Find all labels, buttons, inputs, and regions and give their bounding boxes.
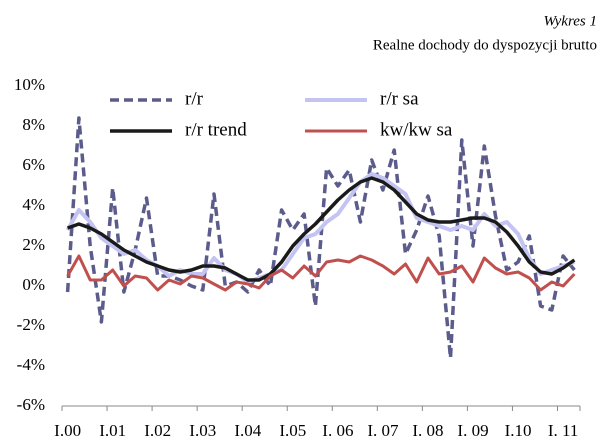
x-tick-label: I.05 xyxy=(279,421,306,440)
y-tick-label: 6% xyxy=(22,155,45,174)
y-tick-label: 8% xyxy=(22,115,45,134)
legend-label: r/r xyxy=(185,88,204,109)
x-tick-label: I. 11 xyxy=(548,421,579,440)
x-tick-label: I.10 xyxy=(505,421,532,440)
x-tick-label: I. 07 xyxy=(367,421,399,440)
y-tick-label: -6% xyxy=(17,395,45,414)
y-tick-label: -4% xyxy=(17,355,45,374)
y-tick-label: 4% xyxy=(22,195,45,214)
x-tick-label: I.04 xyxy=(234,421,261,440)
series-line xyxy=(66,254,576,292)
y-tick-label: 10% xyxy=(14,75,45,94)
legend-label: kw/kw sa xyxy=(380,119,453,140)
chart-subtitle: Realne dochody do dyspozycji brutto xyxy=(373,37,597,53)
x-tick-label: I.01 xyxy=(99,421,126,440)
y-tick-label: -2% xyxy=(17,315,45,334)
y-tick-label: 0% xyxy=(22,275,45,294)
legend-label: r/r trend xyxy=(185,119,247,140)
series-line xyxy=(65,116,576,360)
x-tick-label: I. 06 xyxy=(322,421,353,440)
x-tick-label: I.00 xyxy=(54,421,81,440)
x-tick-label: I.02 xyxy=(144,421,171,440)
series-line xyxy=(67,176,576,282)
y-tick-label: 2% xyxy=(22,235,45,254)
chart-title: Wykres 1 xyxy=(544,13,597,29)
legend-label: r/r sa xyxy=(380,88,419,109)
x-tick-label: I.03 xyxy=(189,421,216,440)
x-tick-label: I. 09 xyxy=(457,421,488,440)
x-tick-label: I. 08 xyxy=(412,421,443,440)
